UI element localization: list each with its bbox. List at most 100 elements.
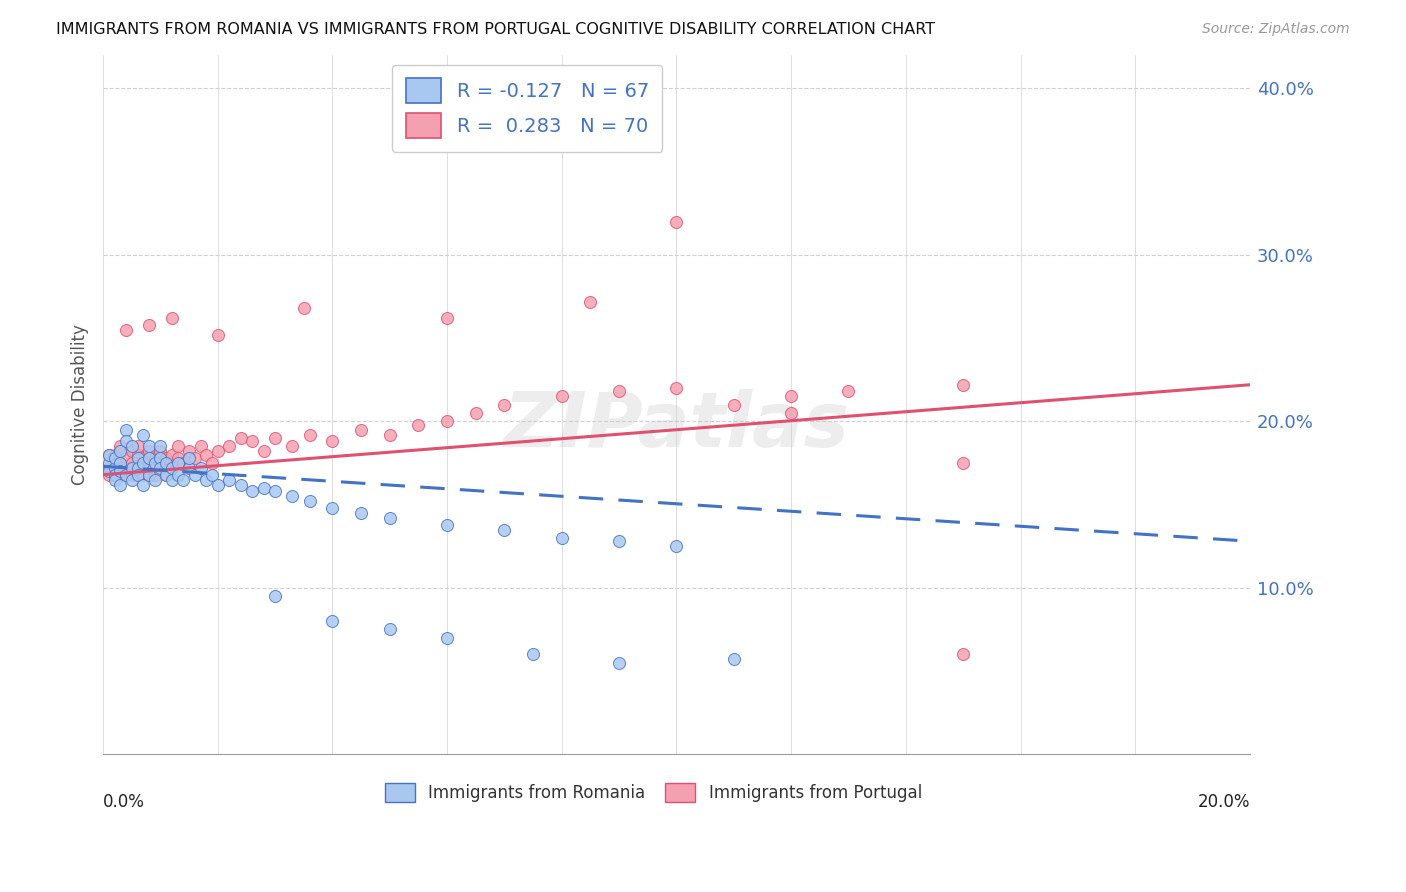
Point bbox=[184, 467, 207, 482]
Point bbox=[127, 439, 149, 453]
Point bbox=[115, 461, 138, 475]
Point bbox=[607, 384, 630, 399]
Point bbox=[321, 434, 343, 449]
Point bbox=[780, 406, 803, 420]
Point bbox=[149, 439, 172, 453]
Point bbox=[195, 473, 218, 487]
Point bbox=[321, 500, 343, 515]
Point bbox=[138, 450, 160, 465]
Point bbox=[166, 467, 188, 482]
Y-axis label: Cognitive Disability: Cognitive Disability bbox=[72, 325, 89, 485]
Point bbox=[436, 414, 458, 428]
Point bbox=[436, 311, 458, 326]
Point bbox=[201, 467, 224, 482]
Point bbox=[149, 444, 172, 458]
Point bbox=[104, 461, 127, 475]
Point bbox=[132, 456, 155, 470]
Point bbox=[104, 448, 127, 462]
Point bbox=[172, 473, 194, 487]
Point bbox=[121, 467, 143, 482]
Point bbox=[952, 456, 974, 470]
Point bbox=[281, 439, 304, 453]
Point bbox=[121, 473, 143, 487]
Point bbox=[97, 456, 120, 470]
Point bbox=[240, 434, 263, 449]
Point bbox=[149, 461, 172, 475]
Point bbox=[143, 456, 166, 470]
Point bbox=[143, 473, 166, 487]
Point bbox=[607, 534, 630, 549]
Point bbox=[780, 389, 803, 403]
Point bbox=[264, 431, 287, 445]
Point bbox=[104, 456, 127, 470]
Point bbox=[97, 448, 120, 462]
Point bbox=[607, 656, 630, 670]
Point bbox=[160, 311, 183, 326]
Point bbox=[464, 406, 486, 420]
Point bbox=[551, 389, 574, 403]
Point bbox=[179, 444, 201, 458]
Point bbox=[378, 623, 401, 637]
Point bbox=[143, 467, 166, 482]
Point bbox=[494, 523, 516, 537]
Point bbox=[132, 450, 155, 465]
Point bbox=[110, 467, 132, 482]
Point bbox=[115, 434, 138, 449]
Point bbox=[229, 431, 252, 445]
Point bbox=[115, 467, 138, 482]
Point bbox=[218, 439, 240, 453]
Point bbox=[149, 456, 172, 470]
Point bbox=[138, 467, 160, 482]
Point bbox=[121, 456, 143, 470]
Point bbox=[436, 631, 458, 645]
Point bbox=[579, 294, 602, 309]
Point bbox=[195, 448, 218, 462]
Text: ZIPatlas: ZIPatlas bbox=[503, 389, 849, 463]
Point bbox=[127, 461, 149, 475]
Point bbox=[127, 450, 149, 465]
Point bbox=[143, 450, 166, 465]
Point bbox=[378, 511, 401, 525]
Point bbox=[665, 539, 688, 553]
Point bbox=[952, 648, 974, 662]
Point bbox=[110, 444, 132, 458]
Point bbox=[97, 467, 120, 482]
Point bbox=[104, 467, 127, 482]
Point bbox=[155, 467, 177, 482]
Text: Source: ZipAtlas.com: Source: ZipAtlas.com bbox=[1202, 22, 1350, 37]
Point bbox=[350, 506, 373, 520]
Point bbox=[378, 427, 401, 442]
Point bbox=[110, 456, 132, 470]
Point bbox=[160, 448, 183, 462]
Point bbox=[115, 323, 138, 337]
Point bbox=[110, 439, 132, 453]
Point bbox=[298, 427, 321, 442]
Point bbox=[115, 450, 138, 465]
Point bbox=[104, 450, 127, 465]
Point bbox=[115, 423, 138, 437]
Point bbox=[104, 473, 127, 487]
Point bbox=[138, 318, 160, 332]
Point bbox=[723, 398, 745, 412]
Point bbox=[298, 494, 321, 508]
Point bbox=[665, 381, 688, 395]
Point bbox=[240, 484, 263, 499]
Point bbox=[436, 517, 458, 532]
Point bbox=[121, 461, 143, 475]
Point bbox=[97, 461, 120, 475]
Point bbox=[190, 439, 212, 453]
Point bbox=[207, 477, 229, 491]
Point bbox=[127, 467, 149, 482]
Point bbox=[408, 417, 430, 432]
Point bbox=[110, 477, 132, 491]
Point bbox=[121, 439, 143, 453]
Point bbox=[127, 448, 149, 462]
Point bbox=[155, 467, 177, 482]
Point bbox=[132, 477, 155, 491]
Point bbox=[522, 648, 544, 662]
Point bbox=[97, 464, 120, 478]
Point bbox=[166, 450, 188, 465]
Point bbox=[127, 461, 149, 475]
Point bbox=[321, 614, 343, 628]
Point bbox=[172, 456, 194, 470]
